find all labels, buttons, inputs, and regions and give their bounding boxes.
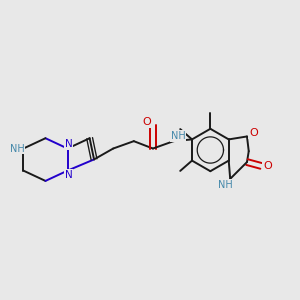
Text: O: O bbox=[263, 161, 272, 172]
Text: NH: NH bbox=[171, 131, 185, 141]
Text: NH: NH bbox=[10, 143, 24, 154]
Text: O: O bbox=[249, 128, 258, 138]
Text: N: N bbox=[64, 139, 72, 149]
Text: N: N bbox=[64, 170, 72, 180]
Text: O: O bbox=[142, 117, 151, 127]
Text: NH: NH bbox=[218, 180, 232, 190]
